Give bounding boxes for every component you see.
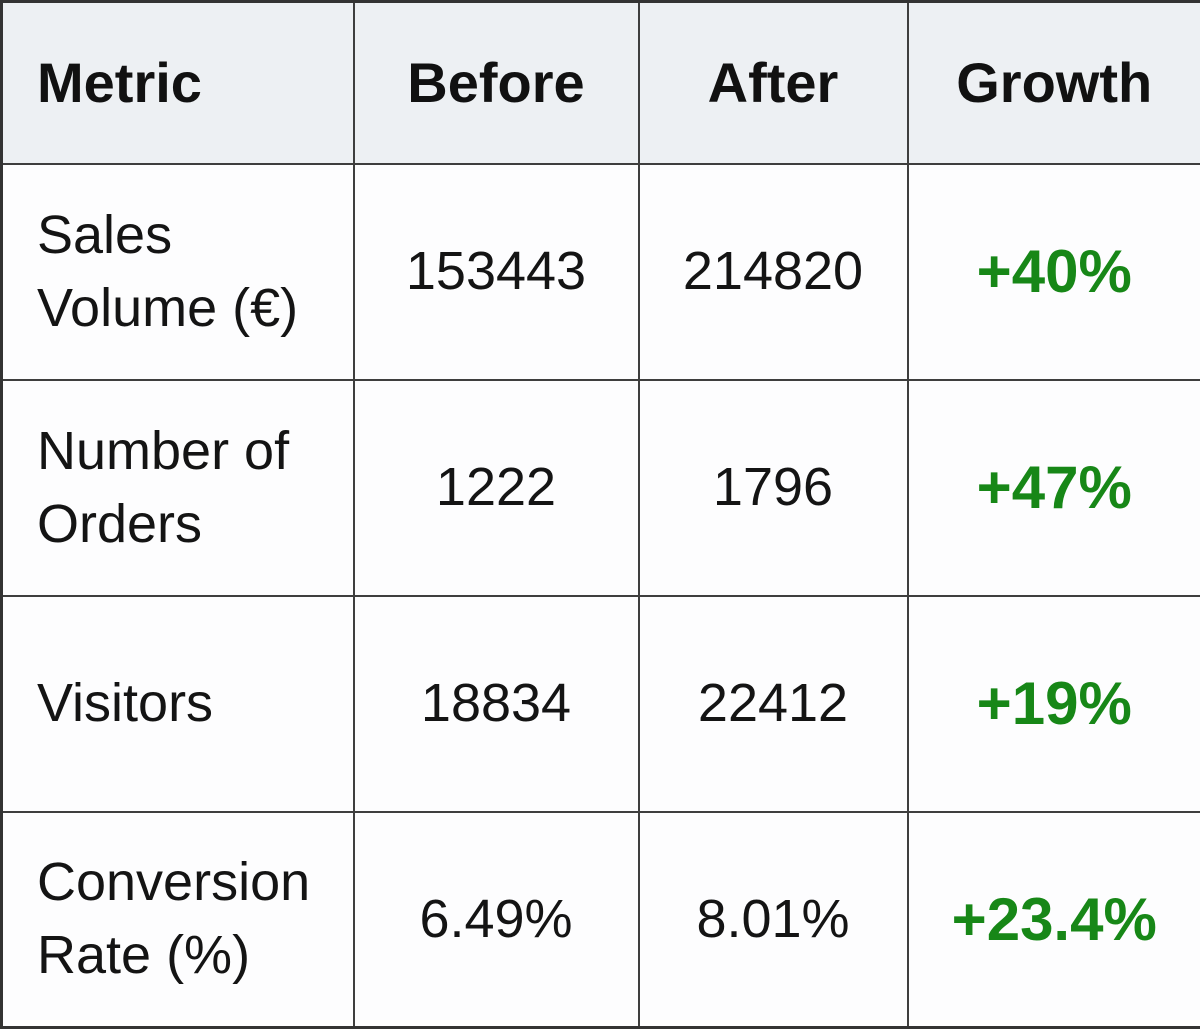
before-value: 6.49% — [354, 812, 639, 1028]
metric-label: Number of Orders — [2, 380, 354, 596]
after-value: 8.01% — [639, 812, 908, 1028]
column-header-before: Before — [354, 2, 639, 164]
column-header-metric: Metric — [2, 2, 354, 164]
table-row-visitors: Visitors 18834 22412 +19% — [2, 596, 1200, 812]
before-value: 1222 — [354, 380, 639, 596]
growth-value: +19% — [908, 596, 1200, 812]
table-body: Sales Volume (€) 153443 214820 +40% Numb… — [2, 164, 1200, 1028]
column-header-after: After — [639, 2, 908, 164]
before-value: 18834 — [354, 596, 639, 812]
table-row-conversion-rate: Conversion Rate (%) 6.49% 8.01% +23.4% — [2, 812, 1200, 1028]
growth-value: +47% — [908, 380, 1200, 596]
metric-label: Visitors — [2, 596, 354, 812]
table-row-number-of-orders: Number of Orders 1222 1796 +47% — [2, 380, 1200, 596]
column-header-growth: Growth — [908, 2, 1200, 164]
after-value: 214820 — [639, 164, 908, 380]
growth-value: +40% — [908, 164, 1200, 380]
after-value: 22412 — [639, 596, 908, 812]
table-header: Metric Before After Growth — [2, 2, 1200, 164]
metric-label: Conversion Rate (%) — [2, 812, 354, 1028]
after-value: 1796 — [639, 380, 908, 596]
header-row: Metric Before After Growth — [2, 2, 1200, 164]
table-row-sales-volume: Sales Volume (€) 153443 214820 +40% — [2, 164, 1200, 380]
growth-value: +23.4% — [908, 812, 1200, 1028]
before-value: 153443 — [354, 164, 639, 380]
metric-label: Sales Volume (€) — [2, 164, 354, 380]
